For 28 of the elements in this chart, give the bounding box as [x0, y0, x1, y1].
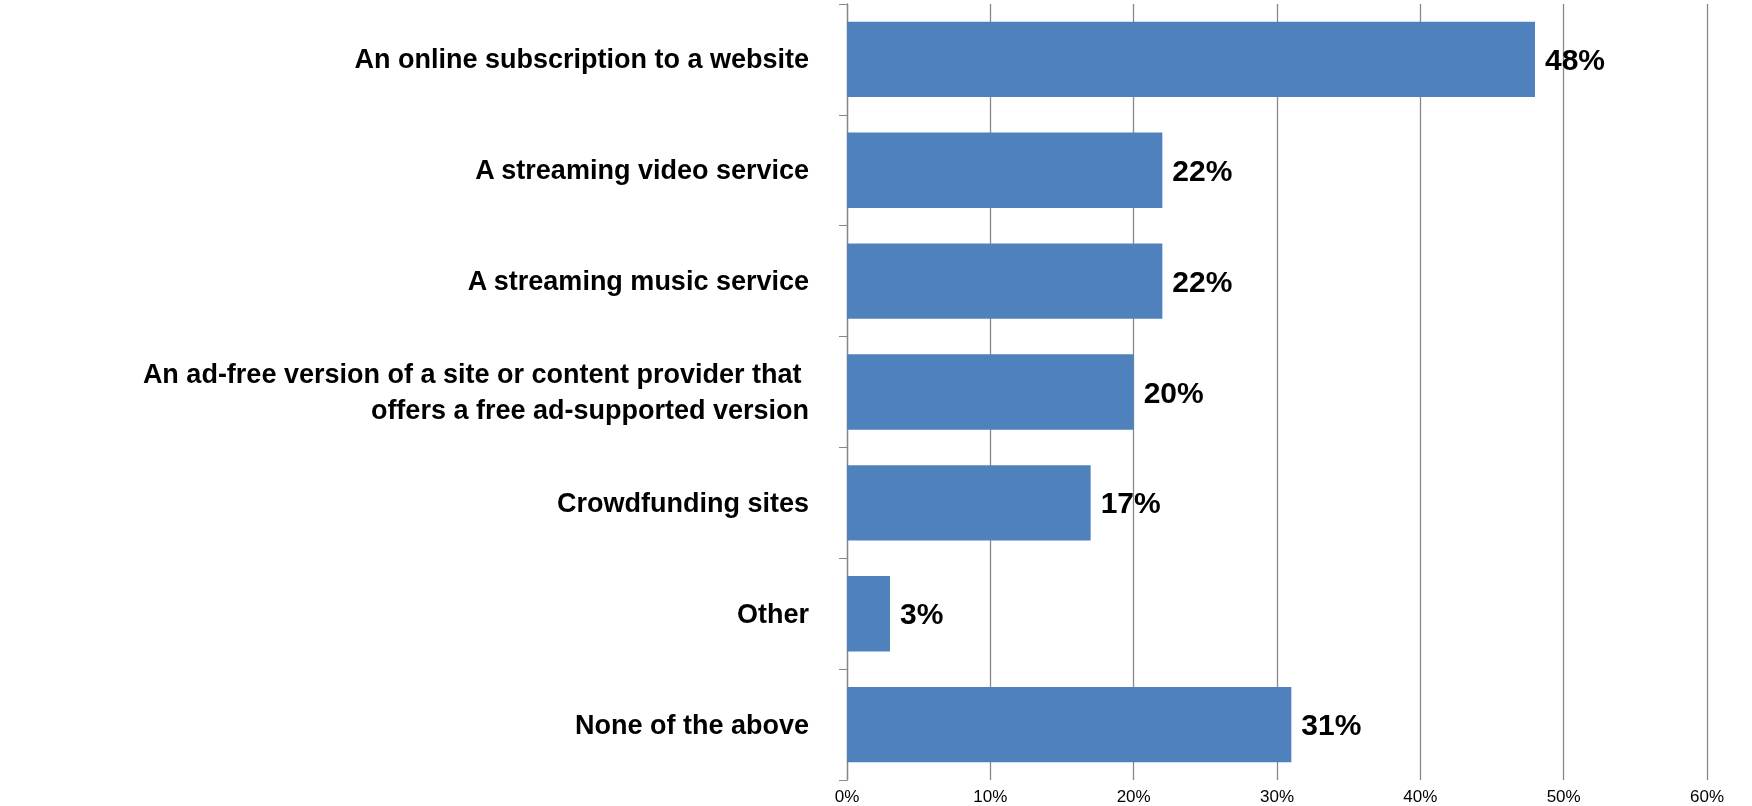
- bar: [847, 686, 1292, 763]
- data-label: 20%: [1143, 375, 1204, 409]
- y-tick-label: A streaming video service: [475, 155, 809, 186]
- bar: [847, 576, 890, 652]
- y-tick-label: An ad-free version of a site or content provider that offers a free ad-supported version: [142, 359, 809, 425]
- x-tick-label: 0%: [834, 787, 860, 806]
- data-label: 22%: [1172, 264, 1233, 298]
- bar: [847, 243, 1163, 319]
- bar: [847, 465, 1091, 541]
- y-tick-label: An online subscription to a website: [354, 44, 809, 75]
- x-tick-label: 20%: [1116, 787, 1151, 806]
- y-tick-label: None of the above: [574, 709, 809, 740]
- data-label: 22%: [1172, 153, 1233, 187]
- data-label: 17%: [1100, 486, 1161, 520]
- x-tick-label: 40%: [1403, 787, 1438, 806]
- bar: [847, 354, 1134, 430]
- bar: [847, 21, 1535, 98]
- y-tick-label: Crowdfunding sites: [557, 487, 809, 518]
- data-label: 48%: [1545, 42, 1606, 76]
- y-tick-label: Other: [736, 598, 810, 629]
- x-tick-label: 50%: [1546, 787, 1581, 806]
- y-tick-label: A streaming music service: [467, 266, 809, 297]
- x-tick-label: 30%: [1259, 787, 1295, 806]
- x-tick-label: 60%: [1689, 787, 1725, 806]
- data-label: 3%: [900, 597, 944, 631]
- bar: [847, 132, 1163, 208]
- x-tick-label: 10%: [973, 787, 1008, 806]
- data-label: 31%: [1301, 708, 1362, 742]
